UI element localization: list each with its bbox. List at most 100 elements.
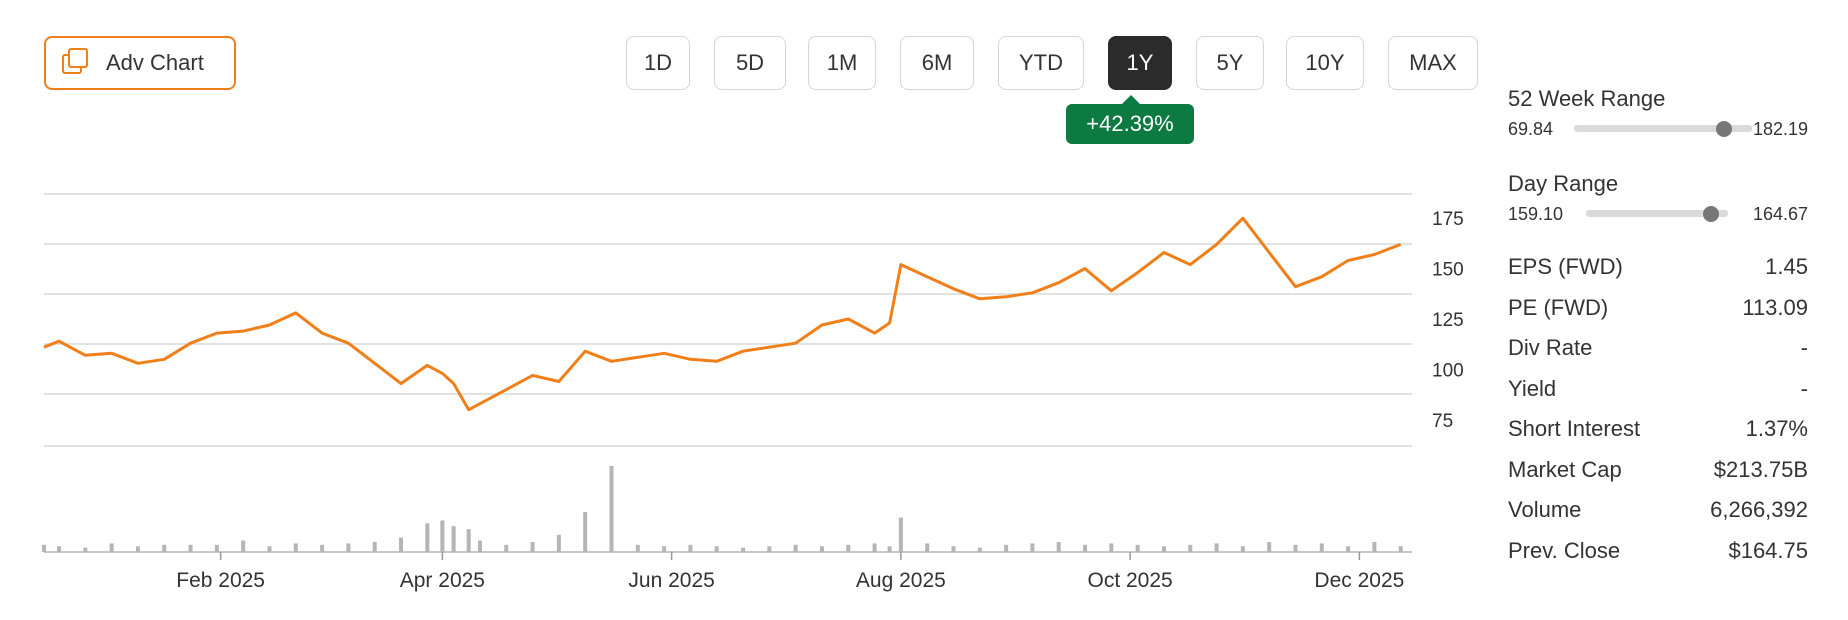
volume-bar	[162, 544, 167, 552]
volume-bar	[440, 520, 445, 552]
volume-bar	[819, 546, 824, 552]
volume-bar	[1267, 541, 1272, 552]
volume-bar	[1109, 543, 1114, 552]
volume-bar	[1240, 546, 1245, 552]
y-tick-label: 150	[1432, 260, 1464, 281]
volume-bar	[451, 526, 456, 552]
y-axis-ticks: 75 100 125 150 175	[1432, 209, 1464, 432]
x-tick-label: Jun 2025	[628, 569, 714, 592]
range-button-10y[interactable]: 10Y	[1286, 36, 1364, 90]
stat-row: Short Interest 1.37%	[1508, 416, 1808, 442]
volume-bar	[635, 544, 640, 552]
volume-bar	[135, 546, 140, 552]
range-button-5y[interactable]: 5Y	[1196, 36, 1264, 90]
range-button-ytd[interactable]: YTD	[998, 36, 1084, 90]
range-button-5d[interactable]: 5D	[714, 36, 786, 90]
stat-label: Volume	[1508, 497, 1582, 522]
adv-chart-label: Adv Chart	[106, 50, 204, 75]
y-tick-label: 100	[1432, 360, 1464, 381]
volume-bar	[293, 543, 298, 552]
stat-label: PE (FWD)	[1508, 294, 1609, 320]
volume-bar	[556, 534, 561, 552]
volume-bar	[887, 546, 892, 552]
x-tick-label: Feb 2025	[176, 569, 265, 592]
volume-bar	[1372, 541, 1377, 552]
day-range-marker	[1702, 206, 1719, 222]
stat-row: Market Cap $213.75B	[1508, 457, 1808, 483]
stat-label: Short Interest	[1508, 416, 1641, 441]
stat-row: Volume 6,266,392	[1508, 497, 1808, 523]
x-tick-label: Oct 2025	[1088, 569, 1173, 592]
volume-bar	[1319, 543, 1324, 552]
volume-bar	[1398, 546, 1403, 552]
range-button-1m[interactable]: 1M	[808, 36, 876, 90]
x-tick-label: Aug 2025	[856, 569, 946, 592]
volume-bar	[477, 540, 482, 552]
price-chart: 75 100 125 150 175 Feb 2025 Apr 2025 Jun 2025 A…	[42, 193, 1464, 592]
range-button-1y[interactable]: 1Y	[1108, 36, 1172, 90]
volume-bar	[466, 529, 471, 552]
x-tick-label: Apr 2025	[400, 569, 485, 592]
volume-bar	[951, 546, 956, 552]
range-button-max[interactable]: MAX	[1388, 36, 1478, 90]
volume-bar	[1214, 543, 1219, 552]
volume-bar	[1056, 541, 1061, 552]
volume-bar	[714, 546, 719, 552]
stat-label: EPS (FWD)	[1508, 254, 1623, 279]
volume-bar	[530, 541, 535, 552]
y-tick-label: 175	[1432, 209, 1464, 230]
volume-bars	[42, 466, 1412, 553]
day-range-track	[1586, 210, 1728, 217]
volume-bar	[1135, 544, 1140, 552]
stat-value: $164.75	[1728, 537, 1808, 563]
y-tick-label: 125	[1432, 310, 1464, 331]
volume-bar	[688, 544, 693, 552]
x-tick-label: Dec 2025	[1314, 569, 1404, 592]
stat-value: -	[1800, 375, 1808, 401]
volume-bar	[609, 466, 614, 552]
stat-label: Prev. Close	[1508, 537, 1621, 563]
volume-bar	[898, 517, 903, 552]
volume-bar	[662, 546, 667, 552]
volume-bar	[583, 511, 588, 552]
stat-row: EPS (FWD) 1.45	[1508, 254, 1808, 280]
volume-bar	[425, 523, 430, 552]
volume-bar	[109, 543, 114, 552]
x-axis-ticks: Feb 2025 Apr 2025 Jun 2025 Aug 2025 Oct 2025…	[176, 552, 1404, 592]
stat-label: Yield	[1508, 375, 1557, 401]
volume-bar	[372, 541, 377, 552]
stat-row: Prev. Close $164.75	[1508, 538, 1808, 564]
volume-bar	[1161, 546, 1166, 552]
stat-label: Div Rate	[1508, 335, 1593, 360]
adv-chart-button[interactable]: Adv Chart	[44, 36, 236, 90]
volume-bar	[846, 544, 851, 552]
volume-bar	[188, 544, 193, 552]
chart-grid	[44, 193, 1412, 447]
stat-value: $213.75B	[1713, 456, 1808, 482]
volume-bar	[1293, 544, 1298, 552]
price-line	[43, 216, 1402, 412]
volume-bar	[42, 544, 46, 552]
range-button-1d[interactable]: 1D	[626, 36, 690, 90]
volume-bar	[241, 540, 246, 552]
volume-bar	[399, 537, 404, 552]
volume-bar	[346, 543, 351, 552]
stat-value: 1.37%	[1745, 416, 1808, 441]
day-range-title: Day Range	[1508, 171, 1619, 196]
volume-bar	[214, 544, 219, 552]
volume-bar	[1346, 546, 1351, 552]
stat-label: Market Cap	[1508, 456, 1622, 482]
volume-bar	[1188, 544, 1193, 552]
day-range-low: 159.10	[1508, 204, 1564, 224]
week52-high: 182.19	[1752, 119, 1808, 139]
range-button-6m[interactable]: 6M	[900, 36, 974, 90]
week52-track	[1574, 125, 1752, 132]
week52-low: 69.84	[1508, 119, 1554, 139]
volume-bar	[504, 544, 509, 552]
volume-bar	[872, 543, 877, 552]
volume-bar	[1030, 543, 1035, 552]
adv-chart-icon	[62, 48, 92, 78]
volume-bar	[320, 544, 325, 552]
volume-bar	[767, 546, 772, 552]
volume-bar	[793, 544, 798, 552]
